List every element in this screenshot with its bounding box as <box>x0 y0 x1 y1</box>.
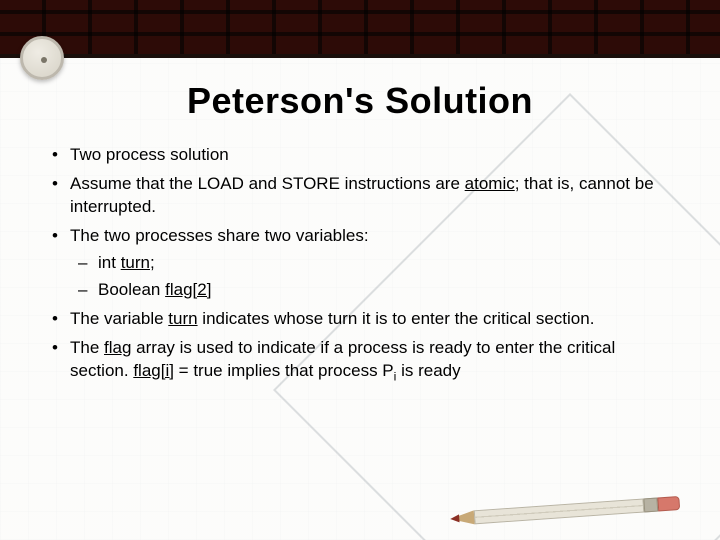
b3s2-pre: Boolean <box>98 280 165 299</box>
bullet-3-text: The two processes share two variables: <box>70 226 369 245</box>
pencil-eraser <box>657 496 680 512</box>
slide-title: Peterson's Solution <box>48 80 672 122</box>
bullet-2-pre: Assume that the LOAD and STORE instructi… <box>70 174 465 193</box>
pencil-lead <box>450 514 460 523</box>
bullet-3-sublist: int turn; Boolean flag[2] <box>70 252 672 302</box>
bullet-4: The variable turn indicates whose turn i… <box>48 308 672 331</box>
b5-post: is ready <box>396 361 460 380</box>
b5-underline-flagi: flag[i] <box>133 361 174 380</box>
bullet-5: The flag array is used to indicate if a … <box>48 337 672 385</box>
b3s1-underline-turn: turn <box>121 253 150 272</box>
b4-post: indicates whose turn it is to enter the … <box>198 309 595 328</box>
slide-content: Peterson's Solution Two process solution… <box>0 64 720 390</box>
bullet-2-underline-atomic: atomic <box>465 174 515 193</box>
b3s1-post: ; <box>150 253 155 272</box>
bullet-1-text: Two process solution <box>70 145 229 164</box>
bullet-3-sub-2: Boolean flag[2] <box>70 279 672 302</box>
bullet-1: Two process solution <box>48 144 672 167</box>
bullet-3-sub-1: int turn; <box>70 252 672 275</box>
b5-pre: The <box>70 338 104 357</box>
bullet-2: Assume that the LOAD and STORE instructi… <box>48 173 672 219</box>
bullet-list: Two process solution Assume that the LOA… <box>48 144 672 384</box>
b3s2-underline-flag2: flag[2] <box>165 280 211 299</box>
b5-mid2: = true implies that process P <box>174 361 394 380</box>
brick-header-band <box>0 0 720 58</box>
b4-pre: The variable <box>70 309 168 328</box>
pencil-ferrule <box>643 498 658 513</box>
bullet-3: The two processes share two variables: i… <box>48 225 672 302</box>
b4-underline-turn: turn <box>168 309 197 328</box>
b5-underline-flag: flag <box>104 338 131 357</box>
b3s1-pre: int <box>98 253 121 272</box>
